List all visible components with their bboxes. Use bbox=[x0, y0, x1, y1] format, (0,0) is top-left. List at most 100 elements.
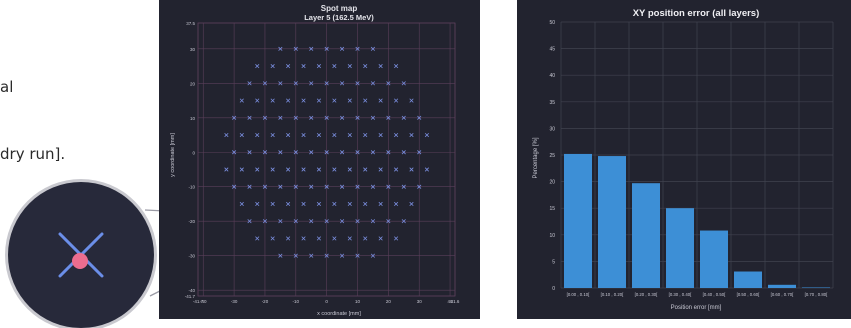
spot-marker bbox=[224, 132, 229, 138]
spot-marker bbox=[293, 253, 298, 258]
error-chart-y-tick: 15 bbox=[549, 206, 555, 212]
spot-marker bbox=[309, 46, 314, 51]
error-chart-y-tick: 25 bbox=[549, 153, 555, 159]
spot-marker bbox=[324, 115, 329, 120]
spot-marker bbox=[309, 81, 314, 86]
spot-marker bbox=[424, 132, 430, 138]
error-bar bbox=[632, 183, 660, 288]
error-chart-y-tick: 30 bbox=[549, 126, 555, 132]
spot-marker bbox=[347, 64, 352, 69]
error-chart-x-tick: [0.60 , 0.70[ bbox=[771, 292, 795, 297]
position-error-chart: XY position error (all layers) 0 5 10 15 20 2… bbox=[533, 8, 834, 311]
spot-marker bbox=[339, 81, 345, 86]
spot-marker bbox=[417, 184, 422, 189]
spot-marker bbox=[286, 64, 291, 69]
spot-marker bbox=[316, 132, 322, 138]
spot-marker bbox=[386, 81, 391, 86]
spot-map-y-tick: 37.5 bbox=[186, 21, 195, 26]
spot-marker bbox=[378, 236, 383, 241]
spot-marker bbox=[339, 115, 345, 120]
spot-marker bbox=[232, 115, 237, 120]
spot-marker bbox=[293, 46, 298, 51]
spot-marker bbox=[339, 46, 345, 51]
spot-marker bbox=[255, 98, 260, 103]
spot-marker bbox=[309, 184, 314, 189]
spot-marker bbox=[363, 236, 368, 241]
error-chart-y-tick: 10 bbox=[549, 233, 555, 239]
spot-marker bbox=[324, 46, 329, 51]
spot-marker bbox=[370, 184, 376, 189]
spot-marker bbox=[316, 236, 322, 241]
error-chart-y-tick: 45 bbox=[549, 47, 555, 53]
spot-map-y-tick: -30 bbox=[188, 254, 195, 259]
side-text-line2: dry run]. bbox=[0, 145, 66, 163]
spot-marker bbox=[363, 167, 368, 172]
error-chart-x-tick: [0.70 , 0.80[ bbox=[805, 292, 829, 297]
spot-marker bbox=[270, 201, 275, 207]
spot-marker bbox=[255, 236, 260, 241]
error-chart-y-ticks: 0 5 10 15 20 25 30 35 40 45 50 bbox=[549, 20, 555, 292]
spot-marker bbox=[324, 150, 329, 155]
spot-marker bbox=[239, 167, 244, 172]
spot-marker bbox=[401, 81, 406, 86]
spot-map-grid bbox=[197, 22, 456, 297]
spot-map-y-tick: -41.7 bbox=[185, 294, 196, 299]
spot-marker bbox=[386, 184, 391, 189]
spot-marker bbox=[239, 201, 244, 207]
spot-marker bbox=[309, 150, 314, 155]
spot-marker bbox=[370, 81, 376, 86]
spot-marker bbox=[293, 219, 298, 224]
spot-marker bbox=[355, 184, 360, 189]
spot-marker bbox=[255, 167, 260, 172]
spot-marker bbox=[301, 98, 306, 103]
spot-marker bbox=[393, 64, 399, 69]
error-chart-y-tick: 35 bbox=[549, 100, 555, 106]
spot-map-y-ticks: 37.5 30 20 10 0 -10 -20 -30 -40-41.7 bbox=[185, 21, 196, 299]
spot-marker bbox=[309, 219, 314, 224]
error-chart-x-ticks: [0.00 , 0.10[[0.10 , 0.20[[0.20 , 0.30[[… bbox=[567, 292, 829, 297]
target-marker bbox=[72, 253, 88, 269]
spot-marker bbox=[286, 132, 291, 138]
spot-marker bbox=[363, 98, 368, 103]
spot-map-x-tick: 0 bbox=[325, 299, 328, 304]
spot-map-x-tick: -41.7 bbox=[193, 299, 204, 304]
error-bar bbox=[598, 156, 626, 288]
spot-marker bbox=[363, 64, 368, 69]
spot-marker bbox=[270, 132, 275, 138]
spot-marker bbox=[378, 201, 383, 207]
error-bar bbox=[564, 153, 592, 288]
spot-marker bbox=[270, 167, 275, 172]
spot-marker bbox=[409, 167, 414, 172]
error-chart-ylabel: Percentage [%] bbox=[533, 137, 539, 178]
spot-marker bbox=[262, 150, 268, 155]
spot-marker bbox=[347, 201, 352, 207]
error-bar bbox=[768, 284, 796, 288]
spot-marker bbox=[239, 132, 244, 138]
spot-marker bbox=[378, 167, 383, 172]
spot-marker bbox=[401, 184, 406, 189]
error-chart-y-tick: 0 bbox=[552, 286, 555, 292]
error-chart-y-tick: 40 bbox=[549, 73, 555, 79]
spot-marker bbox=[409, 132, 414, 138]
spot-map-y-tick: -10 bbox=[188, 185, 195, 190]
error-chart-x-tick: [0.10 , 0.20[ bbox=[601, 292, 625, 297]
spot-marker bbox=[247, 81, 252, 86]
spot-marker bbox=[301, 201, 306, 207]
spot-marker bbox=[393, 132, 399, 138]
error-chart-xlabel: Position error [mm] bbox=[671, 305, 722, 311]
spot-marker bbox=[232, 150, 237, 155]
spot-map-y-tick: -40 bbox=[188, 288, 195, 293]
spot-marker bbox=[316, 98, 322, 103]
spot-map-x-tick: 20 bbox=[386, 299, 392, 304]
error-bar bbox=[802, 287, 830, 288]
spot-map-subtitle: Layer 5 (162.5 MeV) bbox=[304, 13, 374, 22]
spot-marker bbox=[386, 115, 391, 120]
spot-marker bbox=[393, 236, 399, 241]
spot-map-x-tick: -20 bbox=[262, 299, 269, 304]
error-chart-x-tick: [0.40 , 0.50[ bbox=[703, 292, 727, 297]
spot-map-y-tick: 10 bbox=[190, 116, 196, 121]
spot-marker bbox=[293, 115, 298, 120]
spot-marker bbox=[409, 201, 414, 207]
spot-marker bbox=[278, 219, 283, 224]
spot-marker bbox=[278, 253, 283, 258]
